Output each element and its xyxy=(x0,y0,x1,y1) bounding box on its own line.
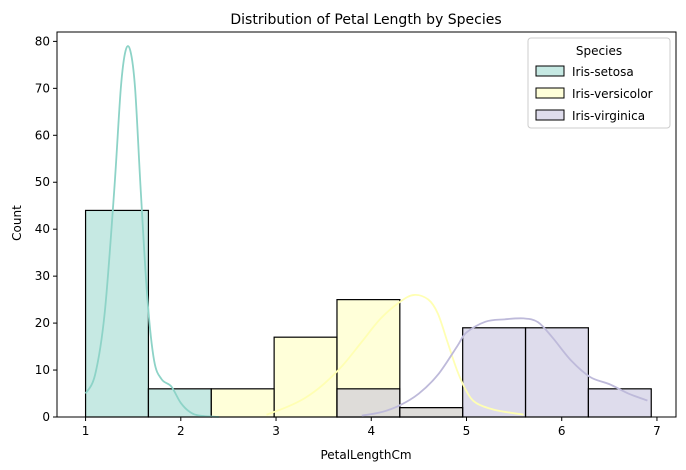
x-axis-label: PetalLengthCm xyxy=(320,448,411,462)
legend-label-iris-versicolor: Iris-versicolor xyxy=(572,87,653,101)
legend-swatch-iris-setosa xyxy=(535,65,565,77)
legend: Species Iris-setosa Iris-versicolor Iris-vi… xyxy=(527,37,671,129)
bar-iris-setosa-0 xyxy=(84,209,150,418)
x-tick-label: 7 xyxy=(653,424,661,438)
y-axis-label: Count xyxy=(10,205,24,241)
bar-iris-virginica-8 xyxy=(587,388,652,418)
y-tick-label: 50 xyxy=(35,175,50,189)
y-tick-label: 70 xyxy=(35,81,50,95)
y-tick-label: 80 xyxy=(35,34,50,48)
x-tick-label: 2 xyxy=(177,424,185,438)
y-axis: 0 10 20 30 40 50 60 70 80 xyxy=(35,34,57,424)
legend-label-iris-virginica: Iris-virginica xyxy=(572,109,645,123)
plot-area xyxy=(56,31,677,418)
y-tick-label: 30 xyxy=(35,269,50,283)
kde-line-iris-versicolor xyxy=(266,293,524,416)
y-tick-label: 10 xyxy=(35,363,50,377)
x-tick-label: 1 xyxy=(82,424,90,438)
bar-iris-virginica-5 xyxy=(399,407,464,418)
legend-label-iris-setosa: Iris-setosa xyxy=(572,65,634,79)
y-tick-label: 60 xyxy=(35,128,50,142)
kde-line-iris-setosa xyxy=(84,45,219,418)
legend-swatch-iris-virginica xyxy=(535,109,565,121)
bar-iris-versicolor-3 xyxy=(273,336,338,418)
x-axis: 1 2 3 4 5 6 7 xyxy=(82,417,661,438)
x-tick-label: 4 xyxy=(367,424,375,438)
bar-iris-virginica-7 xyxy=(524,327,589,418)
legend-swatch-iris-versicolor xyxy=(535,87,565,99)
x-tick-label: 5 xyxy=(463,424,471,438)
y-tick-label: 20 xyxy=(35,316,50,330)
bar-iris-virginica-4 xyxy=(336,388,401,418)
legend-title: Species xyxy=(576,44,622,58)
x-tick-label: 6 xyxy=(558,424,566,438)
plot-frame xyxy=(56,31,677,418)
y-tick-label: 40 xyxy=(35,222,50,236)
x-tick-label: 3 xyxy=(272,424,280,438)
bar-iris-virginica-6 xyxy=(462,327,527,418)
chart-title: Distribution of Petal Length by Species xyxy=(230,12,501,28)
kde-line-iris-virginica xyxy=(361,317,648,417)
bar-iris-versicolor-2 xyxy=(210,388,275,418)
y-tick-label: 0 xyxy=(42,410,50,424)
legend-box xyxy=(527,37,671,129)
